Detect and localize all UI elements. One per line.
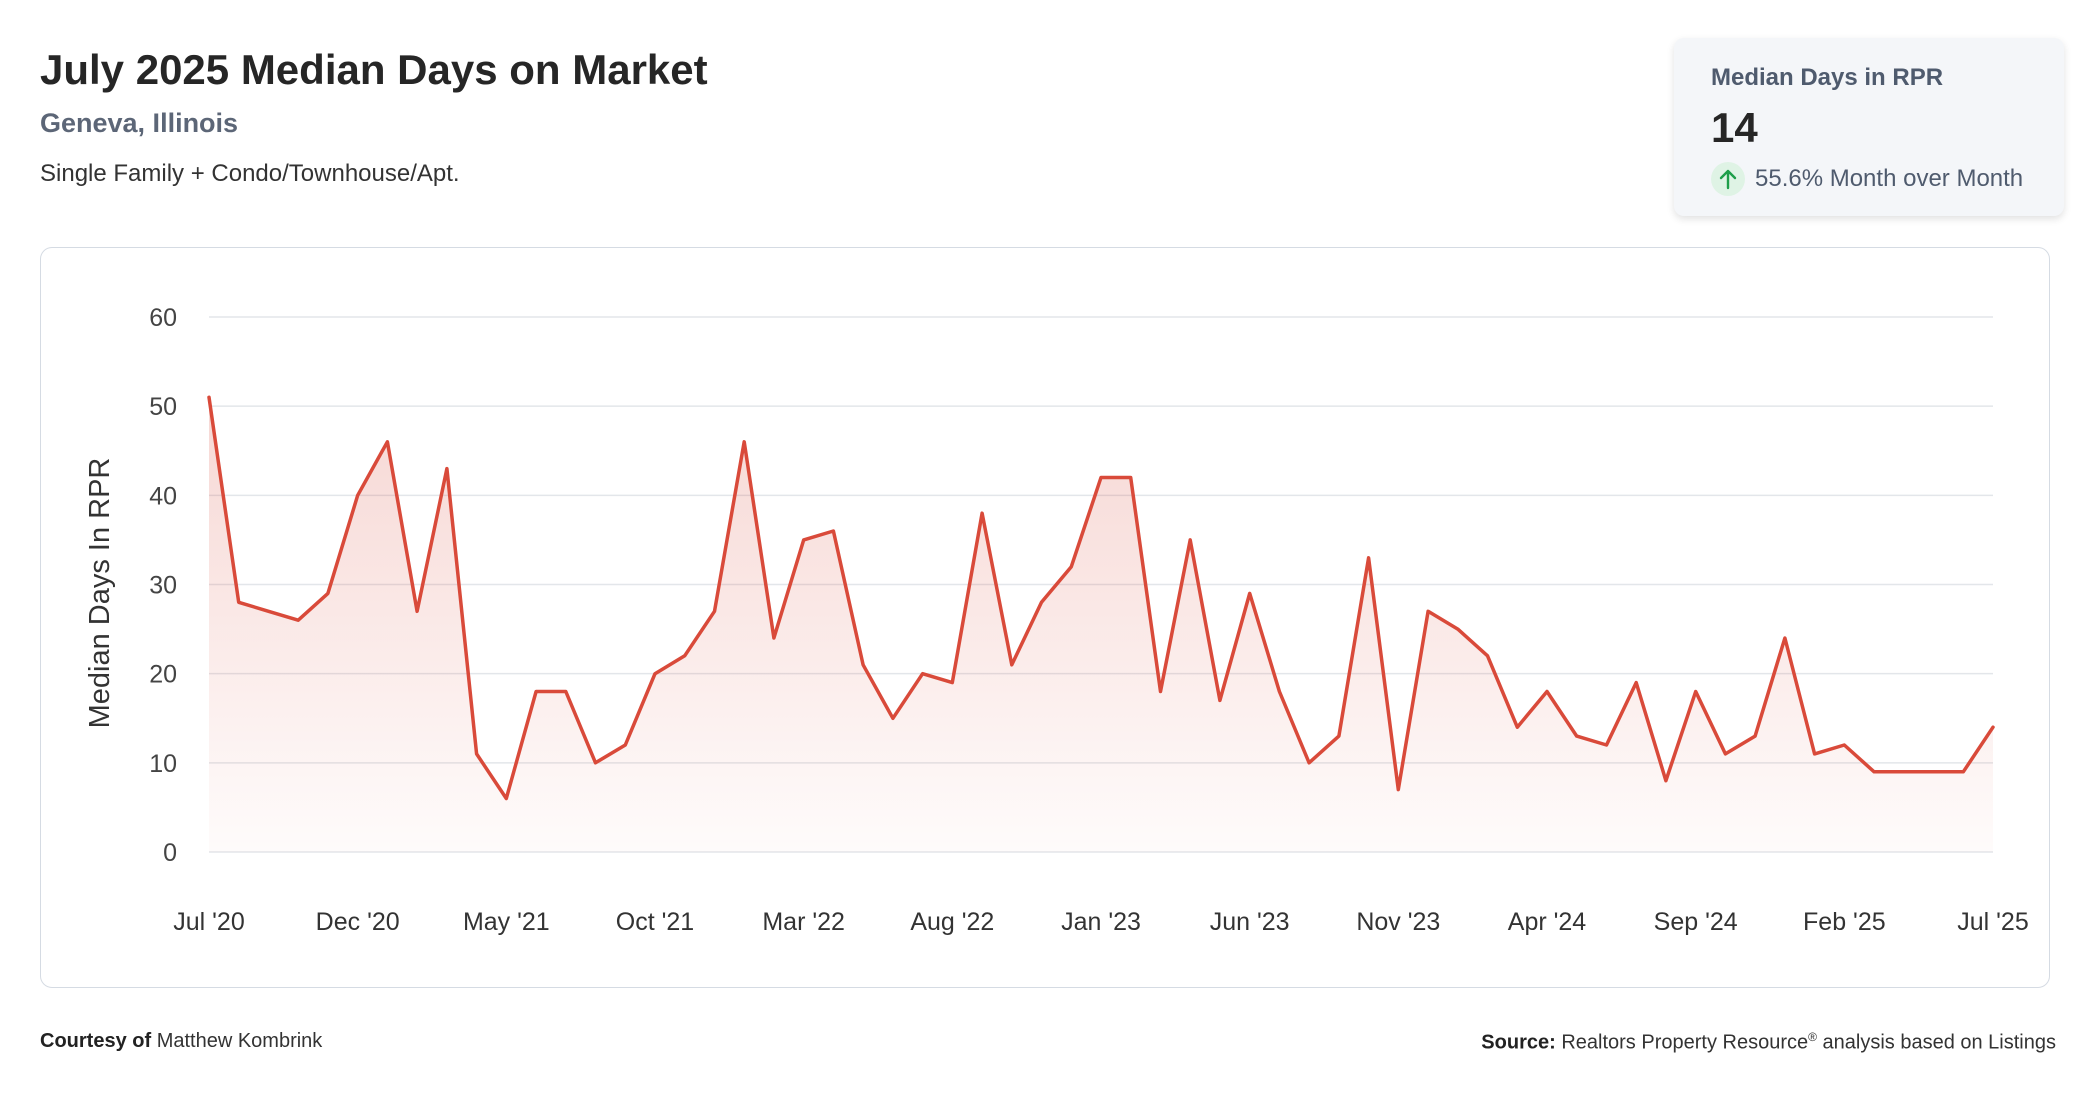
x-tick-label: Jul '25 — [1957, 908, 2028, 936]
source-text-suffix: analysis based on Listings — [1816, 1031, 2057, 1054]
chart-panel: 0 10 20 30 40 50 60 Jul '20 Dec '20 May '21 Oct '… — [40, 247, 2050, 988]
y-tick-label: 0 — [163, 839, 177, 867]
y-tick-label: 30 — [149, 572, 177, 600]
y-tick-label: 40 — [149, 482, 177, 510]
y-tick-label: 50 — [149, 393, 177, 421]
median-days-chart: 0 10 20 30 40 50 60 Jul '20 Dec '20 May '21 Oct '… — [84, 304, 2029, 936]
page-title: July 2025 Median Days on Market — [40, 46, 708, 93]
x-tick-label: Sep '24 — [1654, 908, 1738, 936]
arrow-up-icon — [1711, 162, 1745, 196]
x-tick-label: Oct '21 — [616, 908, 694, 936]
source-text: Realtors Property Resource — [1561, 1031, 1809, 1054]
x-tick-label: Jul '20 — [173, 908, 244, 936]
stat-value: 14 — [1711, 104, 1758, 151]
y-tick-label: 20 — [149, 661, 177, 689]
median-days-stat-card: Median Days in RPR 14 55.6% Month over M… — [1674, 38, 2064, 216]
x-tick-label: Feb '25 — [1803, 908, 1886, 936]
property-types-label: Single Family + Condo/Townhouse/Apt. — [40, 160, 460, 187]
series-line — [207, 395, 1995, 801]
y-tick-label: 60 — [149, 304, 177, 332]
y-axis-label: Median Days In RPR — [84, 458, 116, 729]
x-tick-label: May '21 — [463, 908, 550, 936]
x-tick-label: Jun '23 — [1210, 908, 1290, 936]
x-tick-labels: Jul '20 Dec '20 May '21 Oct '21 Mar '22 Aug '… — [173, 908, 2028, 936]
x-tick-label: Nov '23 — [1356, 908, 1440, 936]
courtesy-name: Matthew Kombrink — [156, 1030, 323, 1052]
courtesy-label: Courtesy of — [40, 1030, 152, 1052]
courtesy-footer: Courtesy of Matthew Kombrink — [40, 1030, 322, 1053]
x-tick-label: Aug '22 — [910, 908, 994, 936]
x-tick-label: Dec '20 — [316, 908, 400, 936]
stat-label: Median Days in RPR — [1711, 64, 1944, 91]
area-fill — [209, 397, 1993, 852]
source-label: Source: — [1481, 1031, 1556, 1054]
x-tick-label: Mar '22 — [762, 908, 845, 936]
registered-mark: ® — [1808, 1030, 1817, 1044]
y-tick-label: 10 — [149, 750, 177, 778]
x-tick-label: Apr '24 — [1508, 908, 1587, 936]
y-tick-labels: 0 10 20 30 40 50 60 — [149, 304, 177, 867]
location-subtitle: Geneva, Illinois — [40, 108, 239, 138]
x-tick-label: Jan '23 — [1061, 908, 1141, 936]
source-footer: Source: Realtors Property Resource® anal… — [1481, 1030, 2056, 1055]
stat-change: 55.6% Month over Month — [1711, 162, 2023, 196]
stat-change-text: 55.6% Month over Month — [1755, 165, 2024, 192]
